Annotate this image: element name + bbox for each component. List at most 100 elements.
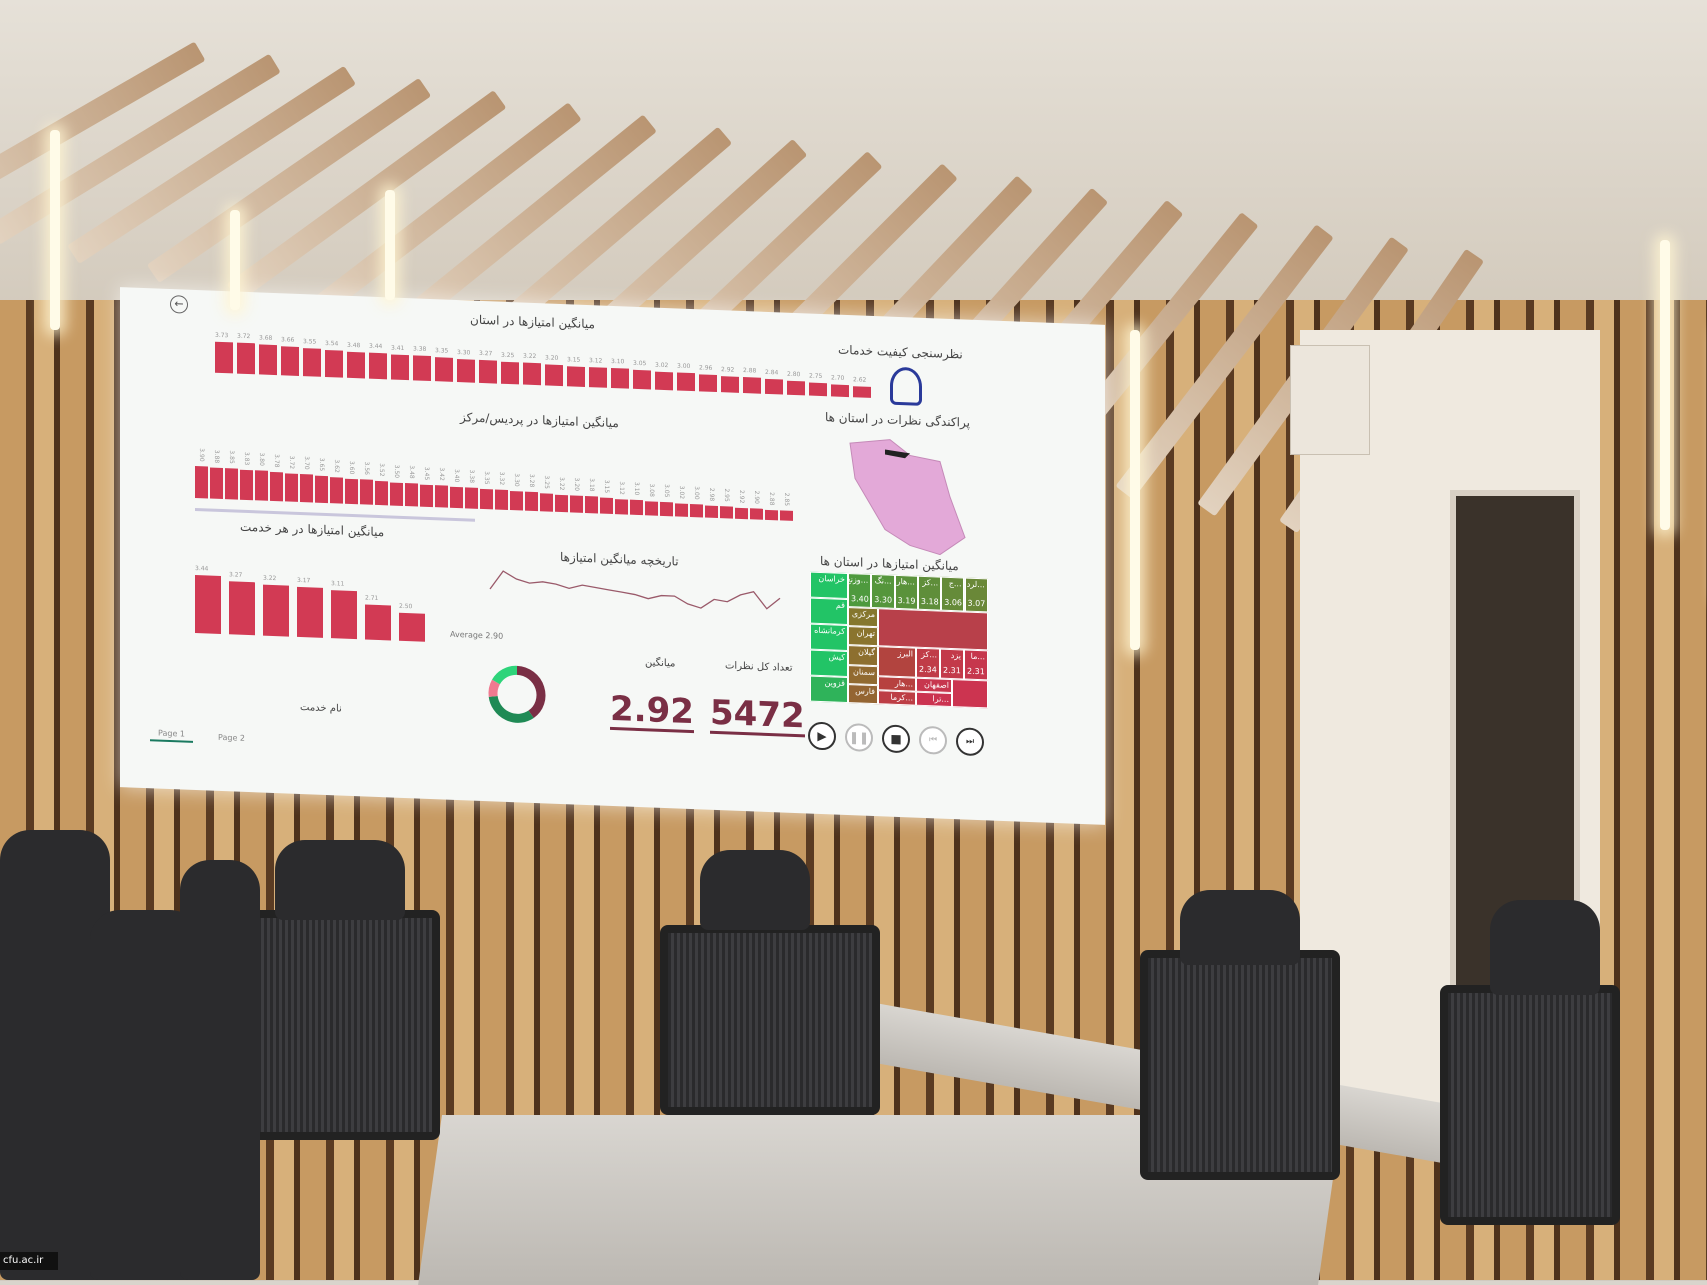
bar[interactable]: 2.62 — [853, 376, 871, 398]
bar[interactable]: 2.96 — [699, 364, 717, 393]
treemap-cell[interactable]: ...وزنج 3.40 — [848, 573, 872, 608]
bar[interactable]: 3.18 — [585, 478, 598, 514]
bar[interactable]: 3.65 — [315, 458, 328, 504]
bar[interactable]: 3.40 — [450, 469, 463, 509]
treemap-cell[interactable]: ...کز 2.34 — [916, 647, 940, 679]
pause-button[interactable]: ❚❚ — [845, 722, 873, 753]
treemap-cell[interactable]: ...نگ 3.30 — [871, 573, 895, 609]
bar[interactable]: 2.75 — [809, 372, 827, 397]
bar[interactable]: 3.35 — [435, 347, 453, 382]
bar[interactable]: 3.50 — [390, 464, 403, 506]
bar[interactable]: 3.70 — [300, 456, 313, 503]
donut-slice[interactable] — [488, 679, 501, 697]
bar[interactable]: 3.05 — [660, 484, 673, 517]
treemap-cell[interactable]: ...ما 2.31 — [964, 649, 988, 681]
treemap-cell[interactable]: کرمانشاه — [810, 623, 848, 652]
donut-slice[interactable] — [516, 665, 546, 719]
bar[interactable]: 3.48 — [347, 342, 365, 379]
bar[interactable]: 3.20 — [545, 354, 563, 387]
bar[interactable]: 3.00 — [677, 363, 695, 392]
play-button[interactable]: ▶ — [808, 721, 836, 751]
treemap-cell[interactable]: گیلان — [848, 645, 878, 666]
bar[interactable]: 3.68 — [259, 335, 277, 376]
treemap-cell[interactable]: قم — [810, 597, 848, 626]
treemap-cell[interactable]: ...کرما — [878, 690, 916, 706]
treemap-cell[interactable]: تهران — [848, 626, 878, 647]
bar[interactable]: 3.17 — [297, 577, 323, 638]
bar[interactable]: 2.95 — [720, 489, 733, 519]
bar[interactable]: 2.98 — [705, 487, 718, 519]
bar[interactable]: 3.27 — [479, 350, 497, 384]
treemap-cell[interactable]: ...هار 3.19 — [894, 574, 918, 610]
bar[interactable]: 2.50 — [399, 602, 425, 642]
bar[interactable]: 3.85 — [225, 450, 238, 500]
bar[interactable]: 3.54 — [325, 340, 343, 378]
bar[interactable]: 3.20 — [570, 477, 583, 513]
bar[interactable]: 3.83 — [240, 451, 253, 501]
bar[interactable]: 3.66 — [281, 336, 299, 376]
tab-page-2[interactable]: Page 2 — [218, 732, 245, 743]
bar[interactable]: 3.08 — [645, 483, 658, 516]
bar[interactable]: 2.88 — [743, 367, 761, 394]
bar[interactable]: 3.15 — [600, 480, 613, 514]
bar[interactable]: 3.02 — [655, 362, 673, 391]
bar[interactable]: 3.80 — [255, 453, 268, 501]
bar[interactable]: 3.72 — [285, 455, 298, 502]
bar[interactable]: 3.12 — [589, 357, 607, 388]
treemap-cell[interactable] — [878, 608, 988, 651]
bar[interactable]: 3.10 — [630, 482, 643, 516]
bar[interactable]: 3.52 — [375, 463, 388, 506]
bar[interactable]: 2.90 — [750, 491, 763, 520]
treemap-cell[interactable] — [952, 679, 988, 709]
bar[interactable]: 3.78 — [270, 454, 283, 502]
bar[interactable]: 3.88 — [210, 449, 223, 500]
stop-button[interactable]: ■ — [882, 724, 910, 754]
bar[interactable]: 3.38 — [465, 470, 478, 509]
treemap-cell[interactable]: قزوین — [810, 675, 848, 704]
bar[interactable]: 2.70 — [831, 374, 849, 398]
bar[interactable]: 2.84 — [765, 369, 783, 395]
bar[interactable]: 3.42 — [435, 468, 448, 508]
treemap-cell[interactable]: ...لرد 3.07 — [964, 577, 988, 613]
bar[interactable]: 3.22 — [263, 574, 289, 637]
next-button[interactable]: ⏭ — [956, 727, 984, 757]
bar[interactable]: 3.44 — [195, 565, 221, 634]
scrollbar[interactable] — [195, 507, 475, 522]
bar[interactable]: 3.22 — [523, 353, 541, 386]
bar[interactable]: 3.38 — [413, 346, 431, 382]
bar[interactable]: 2.80 — [787, 370, 805, 396]
treemap-cell[interactable]: کیش — [810, 649, 848, 678]
bar[interactable]: 3.30 — [510, 473, 523, 511]
bar[interactable]: 3.32 — [495, 472, 508, 510]
treemap-cell[interactable]: ...ج 3.06 — [941, 576, 965, 612]
bar[interactable]: 3.60 — [345, 460, 358, 505]
bar[interactable]: 3.25 — [540, 475, 553, 512]
bar[interactable]: 3.02 — [675, 485, 688, 517]
bar[interactable]: 3.12 — [615, 481, 628, 515]
donut-slice[interactable] — [488, 695, 534, 723]
treemap-cell[interactable]: ...ترا — [916, 691, 952, 708]
bar[interactable]: 3.30 — [457, 349, 475, 383]
bar[interactable]: 3.73 — [215, 332, 233, 374]
previous-button[interactable]: ⏮ — [919, 725, 947, 755]
treemap-cell[interactable]: ...کز 3.18 — [917, 575, 942, 611]
treemap-cell[interactable]: اصفهان — [916, 677, 952, 694]
treemap-cell[interactable]: ...هار — [878, 676, 916, 692]
treemap-cell[interactable]: یزد 2.31 — [940, 648, 964, 680]
bar[interactable]: 2.88 — [765, 492, 778, 521]
bar[interactable]: 3.44 — [369, 343, 387, 380]
bar[interactable]: 3.25 — [501, 351, 519, 385]
donut-slice[interactable] — [492, 665, 518, 685]
bar[interactable]: 2.92 — [735, 490, 748, 520]
bar[interactable]: 3.90 — [195, 448, 208, 499]
treemap-cell[interactable]: سمنان — [848, 664, 878, 685]
bar[interactable]: 3.00 — [690, 486, 703, 518]
treemap-cell[interactable]: خراسان — [810, 571, 848, 600]
bar[interactable]: 3.35 — [480, 471, 493, 510]
bar[interactable]: 3.56 — [360, 462, 373, 505]
bar[interactable]: 2.85 — [780, 493, 793, 521]
bar[interactable]: 3.55 — [303, 339, 321, 377]
bar[interactable]: 3.28 — [525, 474, 538, 512]
bar[interactable]: 3.45 — [420, 466, 433, 508]
back-arrow-icon[interactable]: ← — [170, 295, 188, 314]
